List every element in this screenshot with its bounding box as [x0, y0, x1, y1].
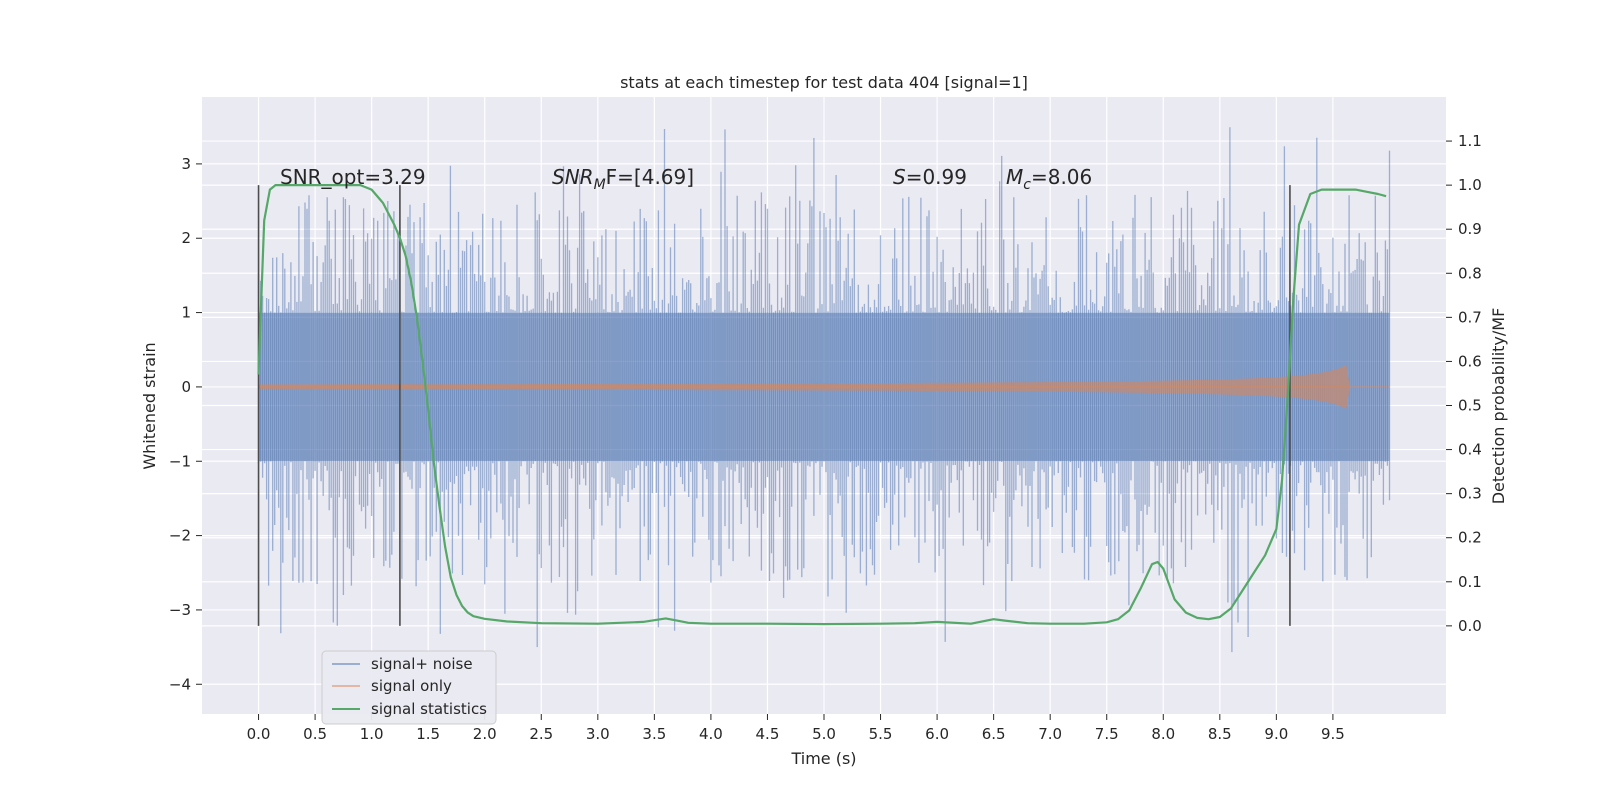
x-tick-label: 1.0	[360, 725, 384, 743]
y-tick-label: −2	[169, 527, 191, 545]
y-tick-label: 0	[181, 378, 191, 396]
x-tick-label: 2.5	[529, 725, 553, 743]
x-tick-label: 5.0	[812, 725, 836, 743]
x-axis: 0.0 0.5 1.0 1.5 2.0 2.5 3.0 3.5 4.0 4.5 5.0 5.5 6.0 6…	[247, 714, 1345, 743]
y-axis: 3 2 1 0 −1 −2 −3 −4	[169, 155, 202, 693]
y-tick-label: 2	[181, 229, 191, 247]
y2-tick-label: 0.9	[1458, 220, 1482, 238]
y-tick-label: 3	[181, 155, 191, 173]
y2-tick-label: 0.0	[1458, 617, 1482, 635]
x-tick-label: 4.0	[699, 725, 723, 743]
x-tick-label: 8.0	[1151, 725, 1175, 743]
y2-tick-label: 0.7	[1458, 308, 1482, 326]
x-tick-label: 0.5	[303, 725, 327, 743]
vertical-markers	[257, 185, 1291, 626]
x-tick-label: 6.5	[982, 725, 1006, 743]
y-tick-label: −4	[169, 675, 191, 693]
x-tick-label: 1.5	[416, 725, 440, 743]
x-tick-label: 0.0	[247, 725, 271, 743]
x-tick-label: 8.5	[1208, 725, 1232, 743]
y2-tick-label: 0.3	[1458, 485, 1482, 503]
y2-tick-label: 0.6	[1458, 352, 1482, 370]
x-tick-label: 4.5	[756, 725, 780, 743]
legend-label-signal: signal only	[371, 677, 452, 695]
y2-axis-title: Detection probability/MF	[1489, 308, 1508, 505]
y2-tick-label: 1.1	[1458, 132, 1482, 150]
legend: signal+ noise signal only signal statist…	[321, 650, 497, 725]
statistics-series	[257, 184, 1387, 626]
snr-mf-annotation: SNRMF=[4.69]	[552, 165, 694, 193]
x-tick-label: 7.0	[1038, 725, 1062, 743]
x-axis-title: Time (s)	[790, 749, 856, 768]
y2-tick-label: 1.0	[1458, 176, 1482, 194]
y2-tick-label: 0.5	[1458, 397, 1482, 415]
x-tick-label: 9.5	[1321, 725, 1345, 743]
y2-tick-label: 0.4	[1458, 441, 1482, 459]
y-axis-title: Whitened strain	[140, 342, 159, 469]
legend-box	[321, 650, 497, 725]
x-tick-label: 9.0	[1264, 725, 1288, 743]
y2-tick-label: 0.2	[1458, 529, 1482, 547]
y-tick-label: −1	[169, 452, 191, 470]
chart-title: stats at each timestep for test data 404…	[620, 73, 1028, 92]
x-tick-label: 6.0	[925, 725, 949, 743]
x-tick-label: 3.5	[642, 725, 666, 743]
y2-tick-label: 0.1	[1458, 573, 1482, 591]
y2-tick-label: 0.8	[1458, 264, 1482, 282]
snr-opt-annotation: SNR_opt=3.29	[280, 165, 426, 189]
signal-series	[258, 364, 1390, 409]
annotations: SNR_opt=3.29 SNRMF=[4.69] S=0.99 Mc=8.06	[280, 165, 1092, 193]
y2-axis: 1.1 1.0 0.9 0.8 0.7 0.6 0.5 0.4 0.3 0.2 0.1 0.0	[1446, 132, 1482, 635]
x-tick-label: 2.0	[473, 725, 497, 743]
legend-label-noise: signal+ noise	[371, 655, 473, 673]
s-annotation: S=0.99	[893, 165, 967, 189]
x-tick-label: 5.5	[869, 725, 893, 743]
x-tick-label: 3.0	[586, 725, 610, 743]
statistics-line	[257, 184, 1387, 626]
mc-annotation: Mc=8.06	[1006, 165, 1092, 193]
y-tick-label: −3	[169, 601, 191, 619]
x-tick-label: 7.5	[1095, 725, 1119, 743]
y-tick-label: 1	[181, 304, 191, 322]
legend-label-stats: signal statistics	[371, 700, 487, 718]
